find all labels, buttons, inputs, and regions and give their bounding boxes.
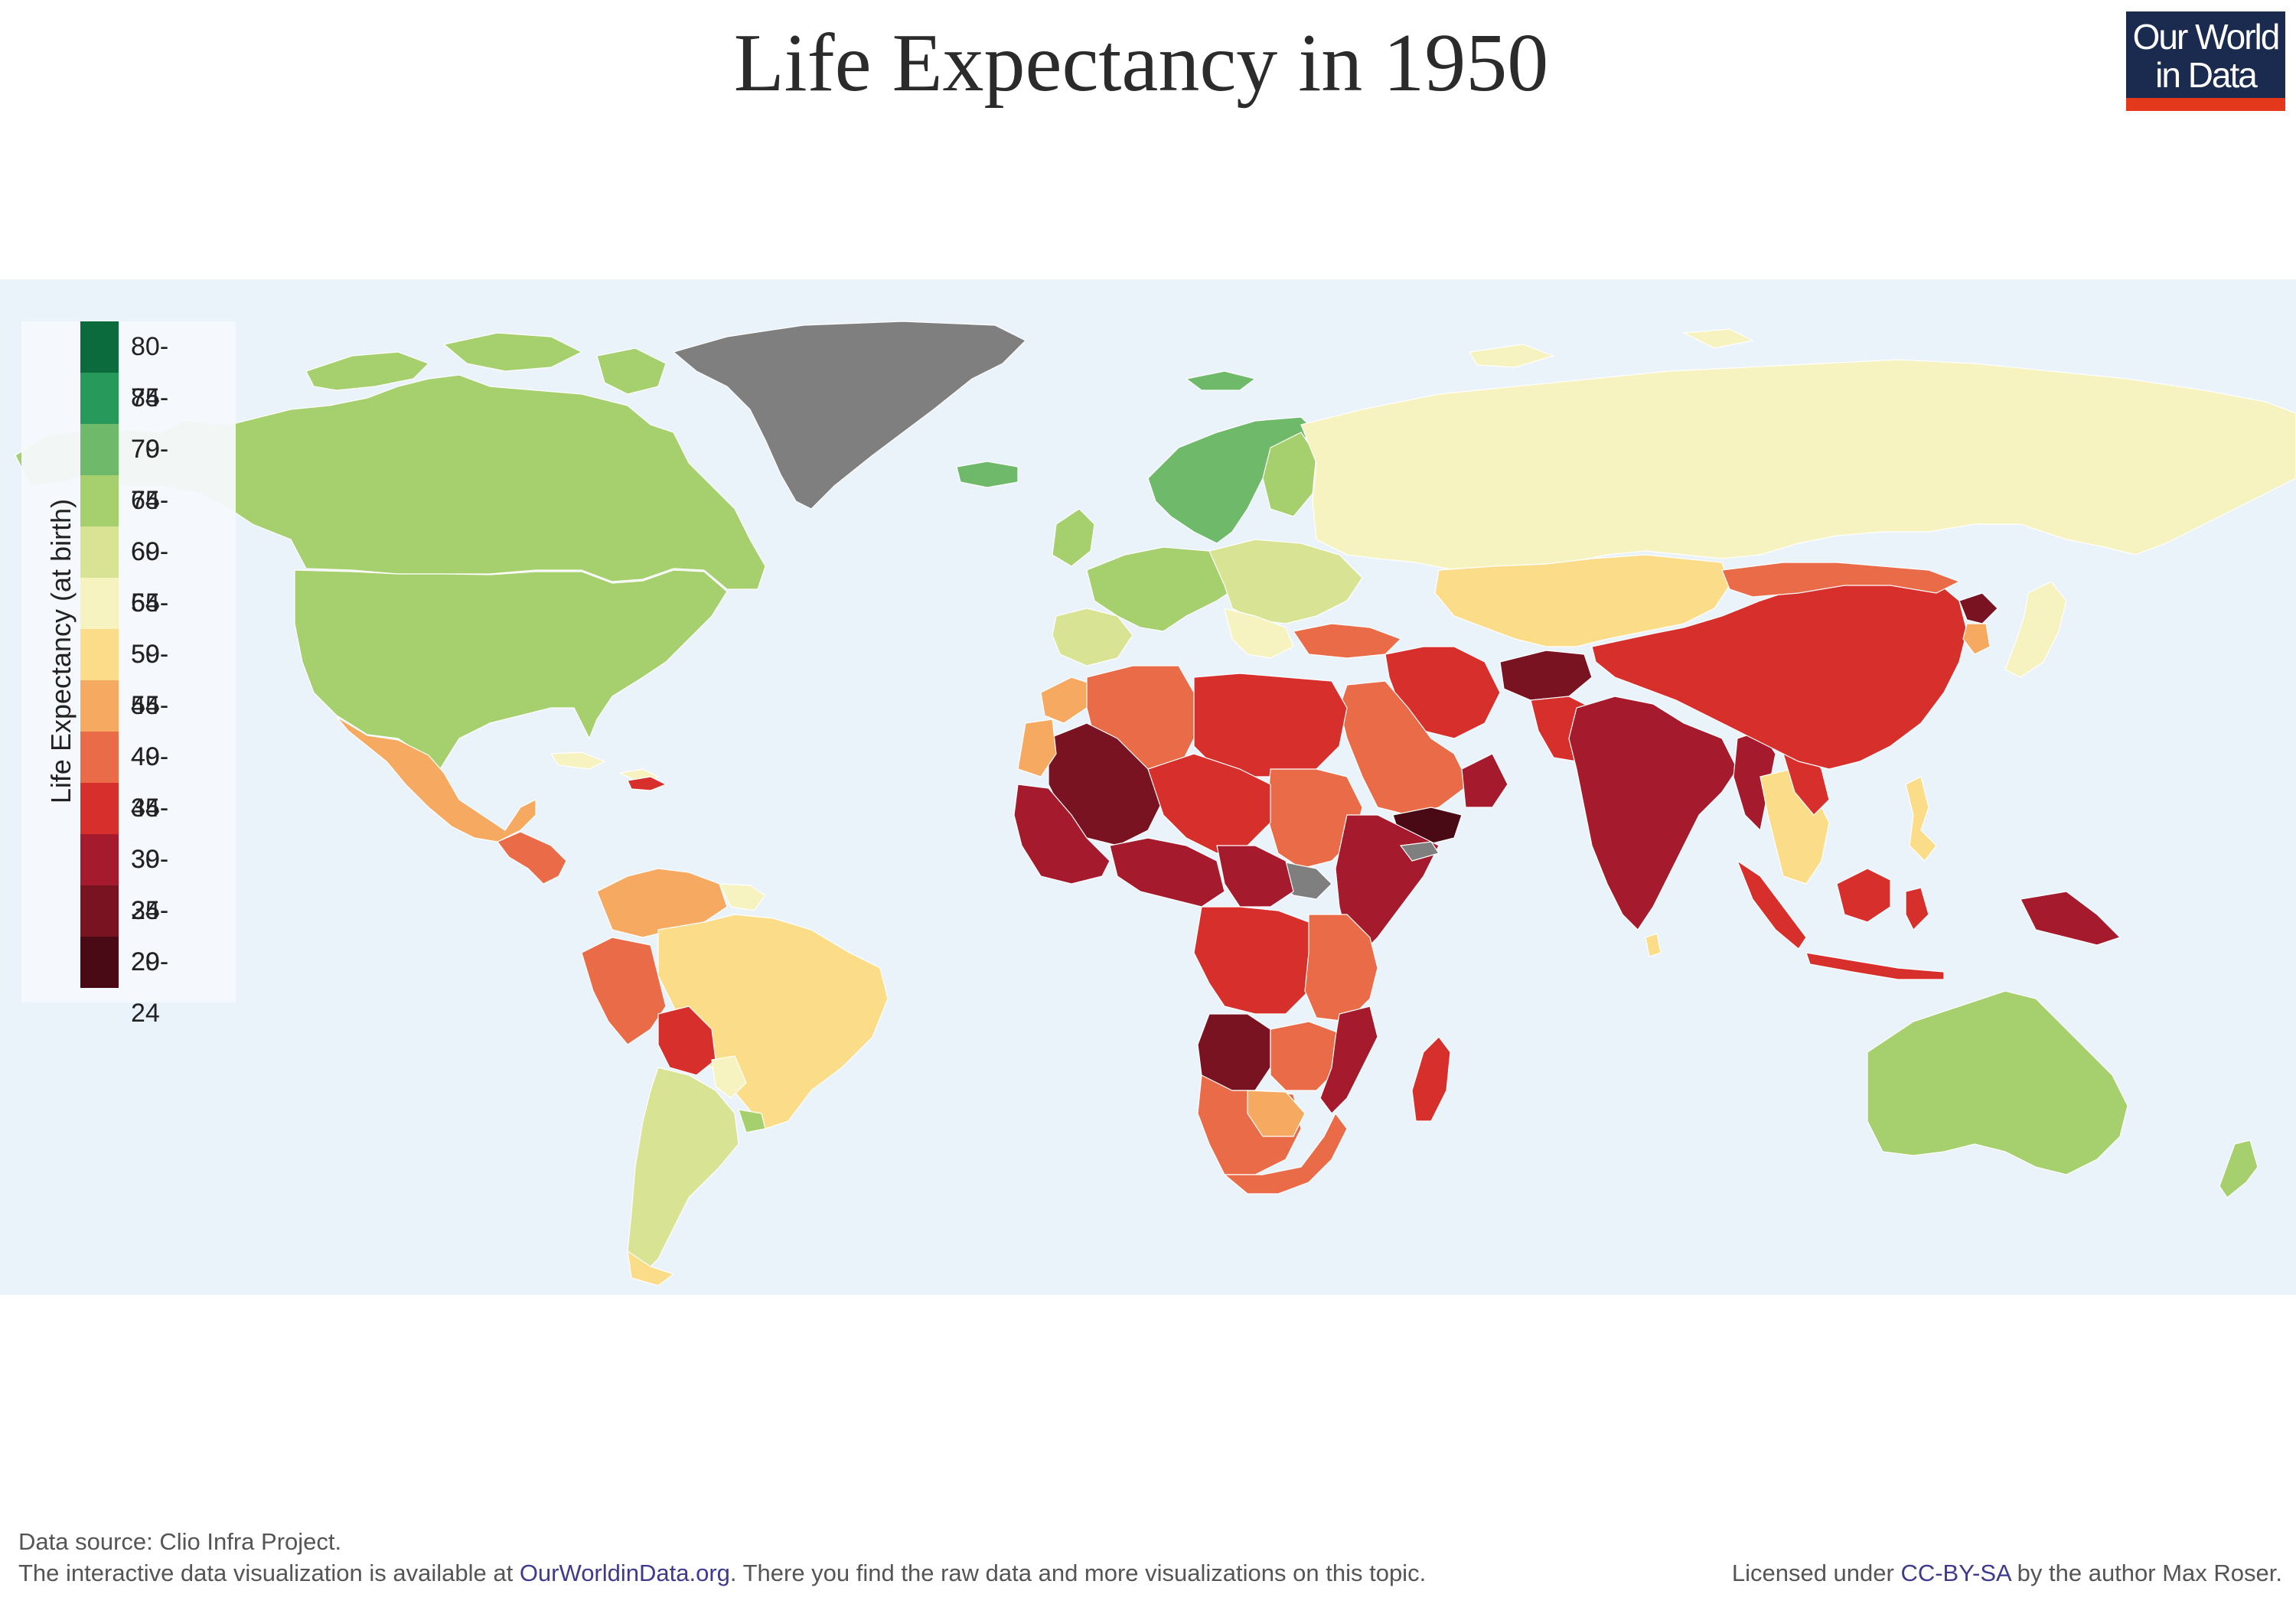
legend-label-55-59: 55-59 bbox=[131, 588, 169, 669]
legend-label-65-69: 65-69 bbox=[131, 486, 169, 566]
legend-swatch-45-49 bbox=[80, 680, 119, 732]
footer-interactive-suffix: . There you find the raw data and more v… bbox=[729, 1560, 1427, 1586]
legend-swatch-50-54 bbox=[80, 629, 119, 680]
footer-license: Licensed under CC-BY-SA by the author Ma… bbox=[1732, 1560, 2282, 1587]
logo-accent-bar bbox=[2126, 98, 2285, 111]
legend-label-50-54: 50-54 bbox=[131, 640, 169, 720]
region-mexico[interactable] bbox=[336, 716, 536, 843]
region-china[interactable] bbox=[1591, 573, 1968, 770]
legend-swatch-75-79 bbox=[80, 373, 119, 424]
region-finland[interactable] bbox=[1262, 432, 1317, 517]
footer-interactive-prefix: The interactive data visualization is av… bbox=[18, 1560, 520, 1586]
legend-label-20-24: 20-24 bbox=[131, 947, 169, 1028]
legend-label-35-39: 35-39 bbox=[131, 794, 169, 874]
region-colombia-venezuela[interactable] bbox=[596, 868, 728, 938]
region-argentina-chile[interactable] bbox=[627, 1067, 739, 1275]
region-arabia[interactable] bbox=[1339, 680, 1470, 816]
legend-swatch-60-64 bbox=[80, 526, 119, 578]
legend-label-45-49: 45-49 bbox=[131, 691, 169, 771]
region-russia-islands bbox=[1469, 328, 1754, 368]
region-peru[interactable] bbox=[581, 937, 667, 1045]
legend: Life Expectancy (at birth) 80-84 75-79 70-… bbox=[21, 321, 236, 1028]
region-japan[interactable] bbox=[2004, 581, 2067, 678]
region-kazakhstan-mongolia[interactable] bbox=[1434, 554, 1730, 647]
license-link[interactable]: CC-BY-SA bbox=[1900, 1560, 2011, 1586]
legend-swatch-20-24 bbox=[80, 937, 119, 988]
region-turkey[interactable] bbox=[1293, 623, 1402, 659]
region-usa[interactable] bbox=[294, 569, 728, 770]
region-new-zealand[interactable] bbox=[2219, 1139, 2258, 1198]
region-patagonia-tip bbox=[627, 1250, 675, 1286]
region-haiti-dr[interactable] bbox=[627, 776, 667, 791]
region-south-korea[interactable] bbox=[1962, 623, 1991, 655]
legend-axis-label: Life Expectancy (at birth) bbox=[45, 498, 77, 804]
legend-label-30-34: 30-34 bbox=[131, 845, 169, 925]
region-iceland[interactable] bbox=[956, 461, 1019, 488]
region-sri-lanka bbox=[1645, 933, 1662, 957]
legend-label-60-64: 60-64 bbox=[131, 537, 169, 618]
page-title: Life Expectancy in 1950 bbox=[733, 18, 1549, 109]
legend-swatch-65-69 bbox=[80, 475, 119, 526]
region-india[interactable] bbox=[1568, 696, 1738, 931]
region-paraguay bbox=[711, 1055, 747, 1099]
region-afghanistan[interactable] bbox=[1499, 650, 1593, 701]
region-java-islands[interactable] bbox=[1805, 952, 1945, 980]
region-sumatra[interactable] bbox=[1736, 859, 1807, 950]
region-guianas bbox=[719, 883, 766, 911]
region-drc-congo[interactable] bbox=[1193, 906, 1317, 1015]
legend-label-40-44: 40-44 bbox=[131, 742, 169, 823]
region-balkans bbox=[1224, 608, 1294, 659]
legend-swatch-35-39 bbox=[80, 783, 119, 834]
legend-label-80-84: 80-84 bbox=[131, 332, 169, 412]
region-borneo[interactable] bbox=[1836, 868, 1891, 923]
region-oman bbox=[1461, 753, 1508, 808]
region-mauritania bbox=[1017, 719, 1057, 777]
region-mozambique[interactable] bbox=[1319, 1006, 1378, 1114]
region-horn-nodata bbox=[1399, 841, 1440, 862]
logo-line2: in Data bbox=[2155, 55, 2258, 95]
region-madagascar[interactable] bbox=[1411, 1036, 1451, 1122]
region-greenland[interactable] bbox=[672, 321, 1027, 510]
region-mongolia-korea-band bbox=[1721, 562, 1961, 598]
region-russia[interactable] bbox=[1300, 359, 2296, 571]
region-philippines[interactable] bbox=[1905, 776, 1937, 862]
region-svalbard bbox=[1185, 370, 1257, 391]
world-map-panel bbox=[0, 279, 2296, 1295]
region-west-coast[interactable] bbox=[1013, 784, 1110, 885]
region-uruguay bbox=[738, 1109, 766, 1133]
region-uk-ireland[interactable] bbox=[1052, 508, 1095, 567]
region-eastern-europe[interactable] bbox=[1208, 539, 1363, 624]
footer-license-prefix: Licensed under bbox=[1731, 1560, 1901, 1586]
region-iberia[interactable] bbox=[1052, 608, 1133, 667]
owid-link[interactable]: OurWorldinData.org bbox=[519, 1560, 730, 1586]
legend-swatch-30-34 bbox=[80, 834, 119, 885]
region-south-africa[interactable] bbox=[1223, 1112, 1348, 1195]
legend-swatch-25-29 bbox=[80, 885, 119, 937]
legend-swatch-70-74 bbox=[80, 424, 119, 475]
legend-label-75-79: 75-79 bbox=[131, 383, 169, 464]
region-nigeria-cameroon[interactable] bbox=[1109, 837, 1225, 908]
region-sulawesi bbox=[1905, 887, 1929, 931]
region-niger-chad[interactable] bbox=[1147, 753, 1271, 854]
world-map bbox=[15, 321, 2296, 1286]
legend-swatch-40-44 bbox=[80, 732, 119, 783]
region-bolivia[interactable] bbox=[657, 1006, 716, 1076]
owid-logo[interactable]: Our World in Data bbox=[2126, 11, 2285, 111]
legend-label-25-29: 25-29 bbox=[131, 896, 169, 976]
region-north-korea[interactable] bbox=[1958, 592, 1998, 624]
region-australia[interactable] bbox=[1867, 990, 2128, 1175]
region-central-america[interactable] bbox=[497, 831, 567, 885]
legend-swatch-55-59 bbox=[80, 578, 119, 629]
footer-source: Data source: Clio Infra Project. bbox=[18, 1528, 342, 1555]
logo-line1: Our World bbox=[2132, 17, 2281, 57]
legend-swatch-80-84 bbox=[80, 321, 119, 373]
region-southern-interior bbox=[1247, 1090, 1306, 1137]
footer-license-suffix: by the author Max Roser. bbox=[2011, 1560, 2282, 1586]
legend-label-70-74: 70-74 bbox=[131, 435, 169, 515]
region-central-african[interactable] bbox=[1216, 845, 1294, 908]
region-arctic-islands bbox=[305, 332, 667, 395]
footer-interactive: The interactive data visualization is av… bbox=[18, 1560, 1426, 1587]
region-png[interactable] bbox=[2020, 891, 2122, 946]
